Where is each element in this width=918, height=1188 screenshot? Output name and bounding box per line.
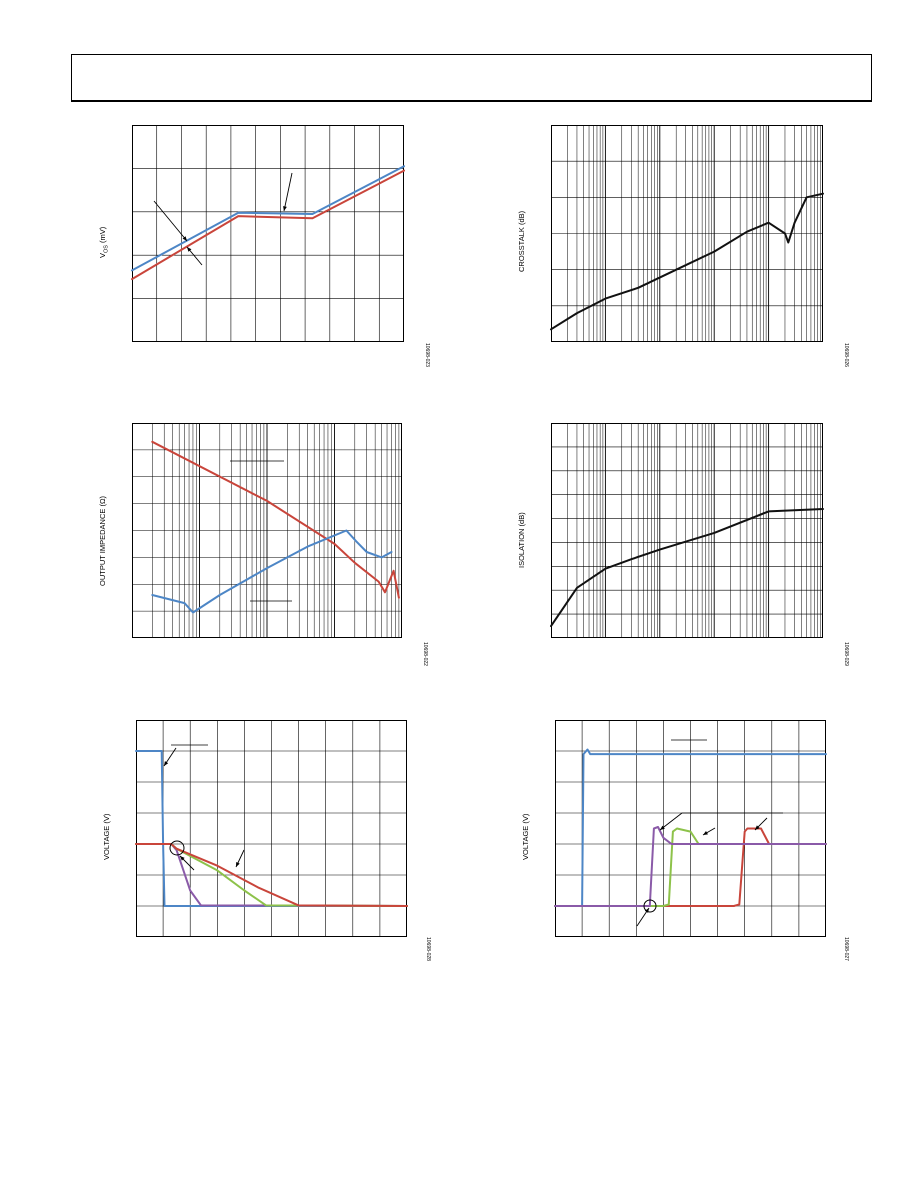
turnoff-y-axis-label: VOLTAGE (V) [102, 813, 111, 860]
vos-plot-frame [132, 125, 404, 342]
crosstalk-y-axis-label: CROSSTALK (dB) [517, 210, 526, 272]
impedance-series-line-red [151, 440, 400, 599]
vos-series-line-blue [131, 165, 405, 272]
isolation-chart [550, 423, 824, 638]
vos-series-line-red [131, 169, 405, 281]
vos-arrow-head [283, 206, 287, 211]
turnon-y-axis-label: VOLTAGE (V) [521, 813, 530, 860]
turnoff-arrow-head [164, 761, 169, 766]
vos-annotation-arrow [283, 172, 293, 212]
turnon-annotation-arrow [659, 812, 683, 831]
vos-y-axis-label: VOS (mV) [98, 226, 110, 258]
turnon-arrow-head [703, 830, 708, 835]
turnon-series-line-purple [554, 826, 827, 907]
turnoff-annotation-circle [169, 840, 185, 856]
isolation-plot-frame [551, 423, 823, 638]
isolation-y-axis-label: ISOLATION (dB) [517, 512, 526, 568]
crosstalk-series-line-black [550, 192, 824, 331]
vos-arrow-head [187, 247, 192, 252]
isolation-figure-id: 10698-029 [843, 642, 849, 666]
impedance-chart [132, 423, 402, 638]
turnon-series-line-green [554, 827, 827, 907]
crosstalk-figure-id: 10698-026 [843, 343, 849, 367]
isolation-series-line-black [550, 508, 824, 628]
turnoff-figure-id: 10698-028 [425, 937, 431, 961]
turnon-series-line-red [554, 827, 827, 907]
turnoff-arrow-head [180, 856, 185, 861]
vos-annotation-arrow [153, 200, 188, 242]
turnoff-chart [135, 720, 408, 937]
vos-arrow-head [182, 236, 187, 241]
page-header [71, 54, 872, 102]
turnon-figure-id: 10698-027 [843, 937, 849, 961]
impedance-series-line-blue [151, 529, 393, 614]
vos-chart [131, 125, 405, 342]
turnon-chart [554, 720, 827, 937]
turnon-arrow-head [660, 825, 665, 830]
turnon-arrow-head [755, 825, 760, 830]
vos-figure-id: 10698-023 [424, 343, 430, 367]
impedance-y-axis-label: OUTPUT IMPEDANCE (Ω) [98, 495, 107, 586]
crosstalk-chart [550, 125, 824, 342]
turnoff-arrow-head [236, 862, 240, 867]
impedance-figure-id: 10698-022 [422, 642, 428, 666]
turnon-annotation-circle [643, 899, 657, 913]
